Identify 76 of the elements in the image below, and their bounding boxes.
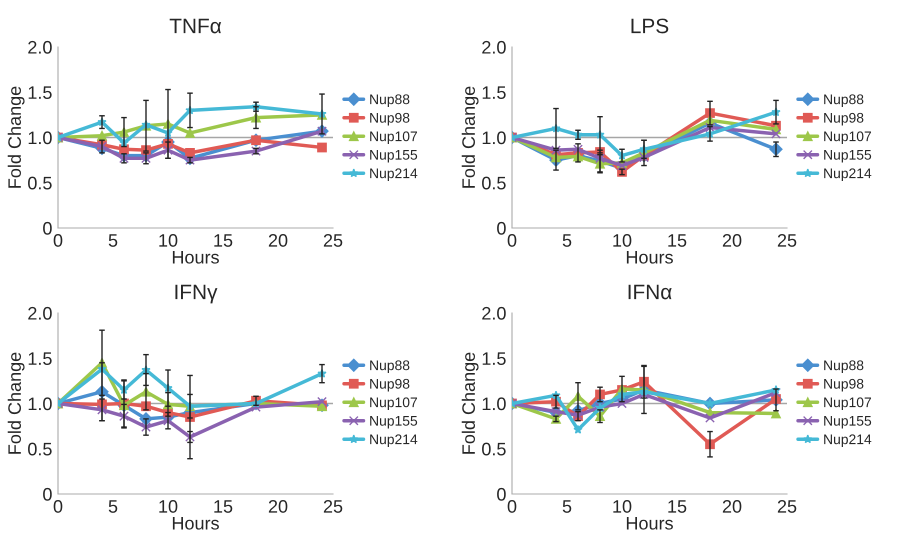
x-axis-title: Hours (172, 517, 219, 530)
y-tick-label: 1.5 (28, 352, 52, 365)
x-axis-title: Hours (626, 251, 673, 264)
x-tick-label: 5 (562, 500, 572, 513)
y-tick-label: 0 (43, 488, 52, 501)
x-tick-label: 20 (722, 234, 742, 247)
x-tick-label: 0 (508, 500, 516, 513)
x-tick-label: 20 (268, 500, 288, 513)
x-tick-label: 15 (668, 234, 686, 247)
legend-label: Nup107 (370, 397, 418, 410)
x-tick-label: 0 (54, 500, 62, 513)
y-tick-label: 2.0 (482, 306, 506, 320)
x-tick-label: 5 (108, 234, 118, 247)
x-tick-label: 5 (562, 234, 572, 247)
y-tick-label: 1.5 (28, 86, 52, 99)
legend-label: Nup155 (824, 416, 872, 428)
legend-label: Nup98 (824, 112, 864, 126)
legend-label: Nup214 (824, 434, 872, 447)
x-tick-label: 10 (613, 234, 632, 247)
chart-title: LPS (632, 18, 668, 34)
y-tick-label: 1.0 (28, 397, 52, 410)
y-axis-title: Fold Change (8, 86, 25, 188)
x-tick-label: 10 (159, 500, 178, 513)
y-axis-title: Fold Change (462, 86, 479, 188)
legend-label: Nup98 (370, 378, 410, 392)
legend-label: Nup98 (824, 378, 864, 392)
x-tick-label: 10 (613, 500, 632, 513)
y-axis-title: Fold Change (8, 352, 25, 454)
x-tick-label: 25 (324, 500, 342, 513)
legend-label: Nup88 (824, 360, 864, 373)
y-axis-title: Fold Change (462, 352, 479, 454)
legend-label: Nup88 (370, 360, 410, 373)
x-tick-label: 0 (508, 234, 516, 247)
x-tick-label: 5 (108, 500, 118, 513)
legend-label: Nup88 (824, 94, 864, 107)
x-axis-title: Hours (626, 517, 673, 530)
legend-label: Nup155 (824, 150, 872, 162)
legend-label: Nup107 (824, 397, 872, 410)
y-tick-label: 2.0 (28, 40, 52, 54)
y-tick-label: 0 (43, 222, 52, 235)
x-tick-label: 15 (668, 500, 686, 513)
x-tick-label: 15 (214, 500, 232, 513)
legend-label: Nup155 (370, 416, 418, 428)
legend-label: Nup107 (824, 131, 872, 144)
x-tick-label: 25 (778, 234, 796, 247)
y-tick-label: 0 (497, 488, 506, 501)
legend-label: Nup98 (370, 112, 410, 126)
y-tick-label: 0.5 (28, 442, 52, 456)
chart-title: IFNγ (175, 284, 218, 304)
y-tick-label: 0.5 (482, 176, 506, 190)
legend-label: Nup214 (370, 434, 418, 447)
y-tick-label: 1.5 (482, 352, 506, 365)
y-tick-label: 0.5 (28, 176, 52, 190)
y-tick-label: 2.0 (482, 40, 506, 54)
y-tick-label: 1.5 (482, 86, 506, 99)
legend-label: Nup88 (370, 94, 410, 107)
y-tick-label: 1.0 (482, 131, 506, 144)
legend-label: Nup214 (824, 168, 872, 181)
y-tick-label: 0.5 (482, 442, 506, 456)
chart-title: TNFα (170, 18, 222, 34)
y-tick-label: 2.0 (28, 306, 52, 320)
x-tick-label: 15 (214, 234, 232, 247)
x-tick-label: 25 (778, 500, 796, 513)
legend-label: Nup107 (370, 131, 418, 144)
y-tick-label: 1.0 (28, 131, 52, 144)
y-tick-label: 1.0 (482, 397, 506, 410)
x-axis-title: Hours (172, 251, 219, 264)
y-tick-label: 0 (497, 222, 506, 235)
x-tick-label: 20 (268, 234, 288, 247)
x-tick-label: 25 (324, 234, 342, 247)
x-tick-label: 0 (54, 234, 62, 247)
chart-title: IFNα (628, 284, 672, 300)
legend-label: Nup214 (370, 168, 418, 181)
x-tick-label: 10 (159, 234, 178, 247)
legend-label: Nup155 (370, 150, 418, 162)
x-tick-label: 20 (722, 500, 742, 513)
